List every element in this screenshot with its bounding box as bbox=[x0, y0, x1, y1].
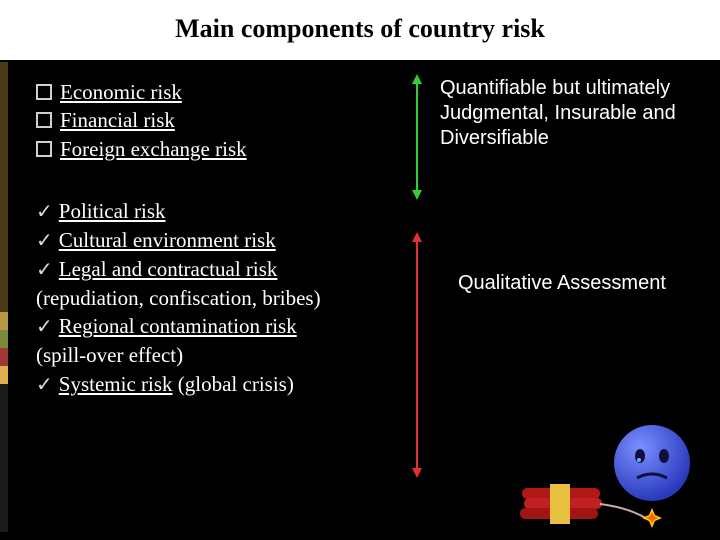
risk-label: Cultural environment risk bbox=[59, 228, 276, 252]
risk-label: Regional contamination risk bbox=[59, 314, 297, 338]
title-wrap: Main components of country risk bbox=[0, 0, 720, 60]
risk-paren: (spill-over effect) bbox=[36, 343, 183, 367]
spark-icon bbox=[642, 508, 662, 528]
accent-seg bbox=[0, 330, 8, 348]
accent-seg bbox=[0, 348, 8, 366]
list-item: Foreign exchange risk bbox=[36, 135, 396, 163]
risk-tail: (global crisis) bbox=[173, 372, 294, 396]
risk-label: Financial risk bbox=[60, 108, 175, 132]
square-bullet-icon bbox=[36, 84, 52, 100]
list-item: ✓Cultural environment risk bbox=[36, 226, 396, 255]
check-icon: ✓ bbox=[36, 372, 53, 399]
risk-paren: (repudiation, confiscation, bribes) bbox=[36, 286, 321, 310]
check-icon: ✓ bbox=[36, 199, 53, 226]
list-item-paren: (repudiation, confiscation, bribes) bbox=[36, 284, 396, 312]
square-bullet-icon bbox=[36, 112, 52, 128]
arrow-quantifiable-icon bbox=[416, 82, 418, 192]
list-item: ✓Systemic risk (global crisis) bbox=[36, 370, 396, 399]
risk-label: Foreign exchange risk bbox=[60, 137, 247, 161]
list-item: ✓Legal and contractual risk bbox=[36, 255, 396, 284]
accent-seg bbox=[0, 366, 8, 384]
accent-seg bbox=[0, 384, 8, 532]
desc-qualitative: Qualitative Assessment bbox=[458, 271, 700, 296]
list-item-paren: (spill-over effect) bbox=[36, 341, 396, 369]
risk-label: Political risk bbox=[59, 199, 166, 223]
check-icon: ✓ bbox=[36, 228, 53, 255]
list-item: Economic risk bbox=[36, 78, 396, 106]
risk-label: Systemic risk bbox=[59, 372, 173, 396]
list-item: Financial risk bbox=[36, 106, 396, 134]
illustration-dynamite-earth bbox=[502, 418, 702, 528]
check-icon: ✓ bbox=[36, 257, 53, 284]
earth-icon bbox=[614, 425, 690, 501]
left-column: Economic risk Financial risk Foreign exc… bbox=[36, 78, 396, 399]
risk-label: Economic risk bbox=[60, 80, 182, 104]
arrow-qualitative-icon bbox=[416, 240, 418, 470]
slide-title: Main components of country risk bbox=[0, 0, 720, 60]
accent-seg bbox=[0, 312, 8, 330]
right-column: Quantifiable but ultimately Judgmental, … bbox=[440, 76, 700, 296]
desc-quantifiable: Quantifiable but ultimately Judgmental, … bbox=[440, 76, 700, 151]
group-quantifiable: Economic risk Financial risk Foreign exc… bbox=[36, 78, 396, 163]
square-bullet-icon bbox=[36, 141, 52, 157]
check-icon: ✓ bbox=[36, 314, 53, 341]
group-qualitative: ✓Political risk ✓Cultural environment ri… bbox=[36, 197, 396, 399]
risk-label: Legal and contractual risk bbox=[59, 257, 278, 281]
list-item: ✓Regional contamination risk bbox=[36, 312, 396, 341]
list-item: ✓Political risk bbox=[36, 197, 396, 226]
accent-seg bbox=[0, 62, 8, 312]
left-accent-bar bbox=[0, 62, 8, 532]
content-area: Economic risk Financial risk Foreign exc… bbox=[0, 70, 720, 540]
